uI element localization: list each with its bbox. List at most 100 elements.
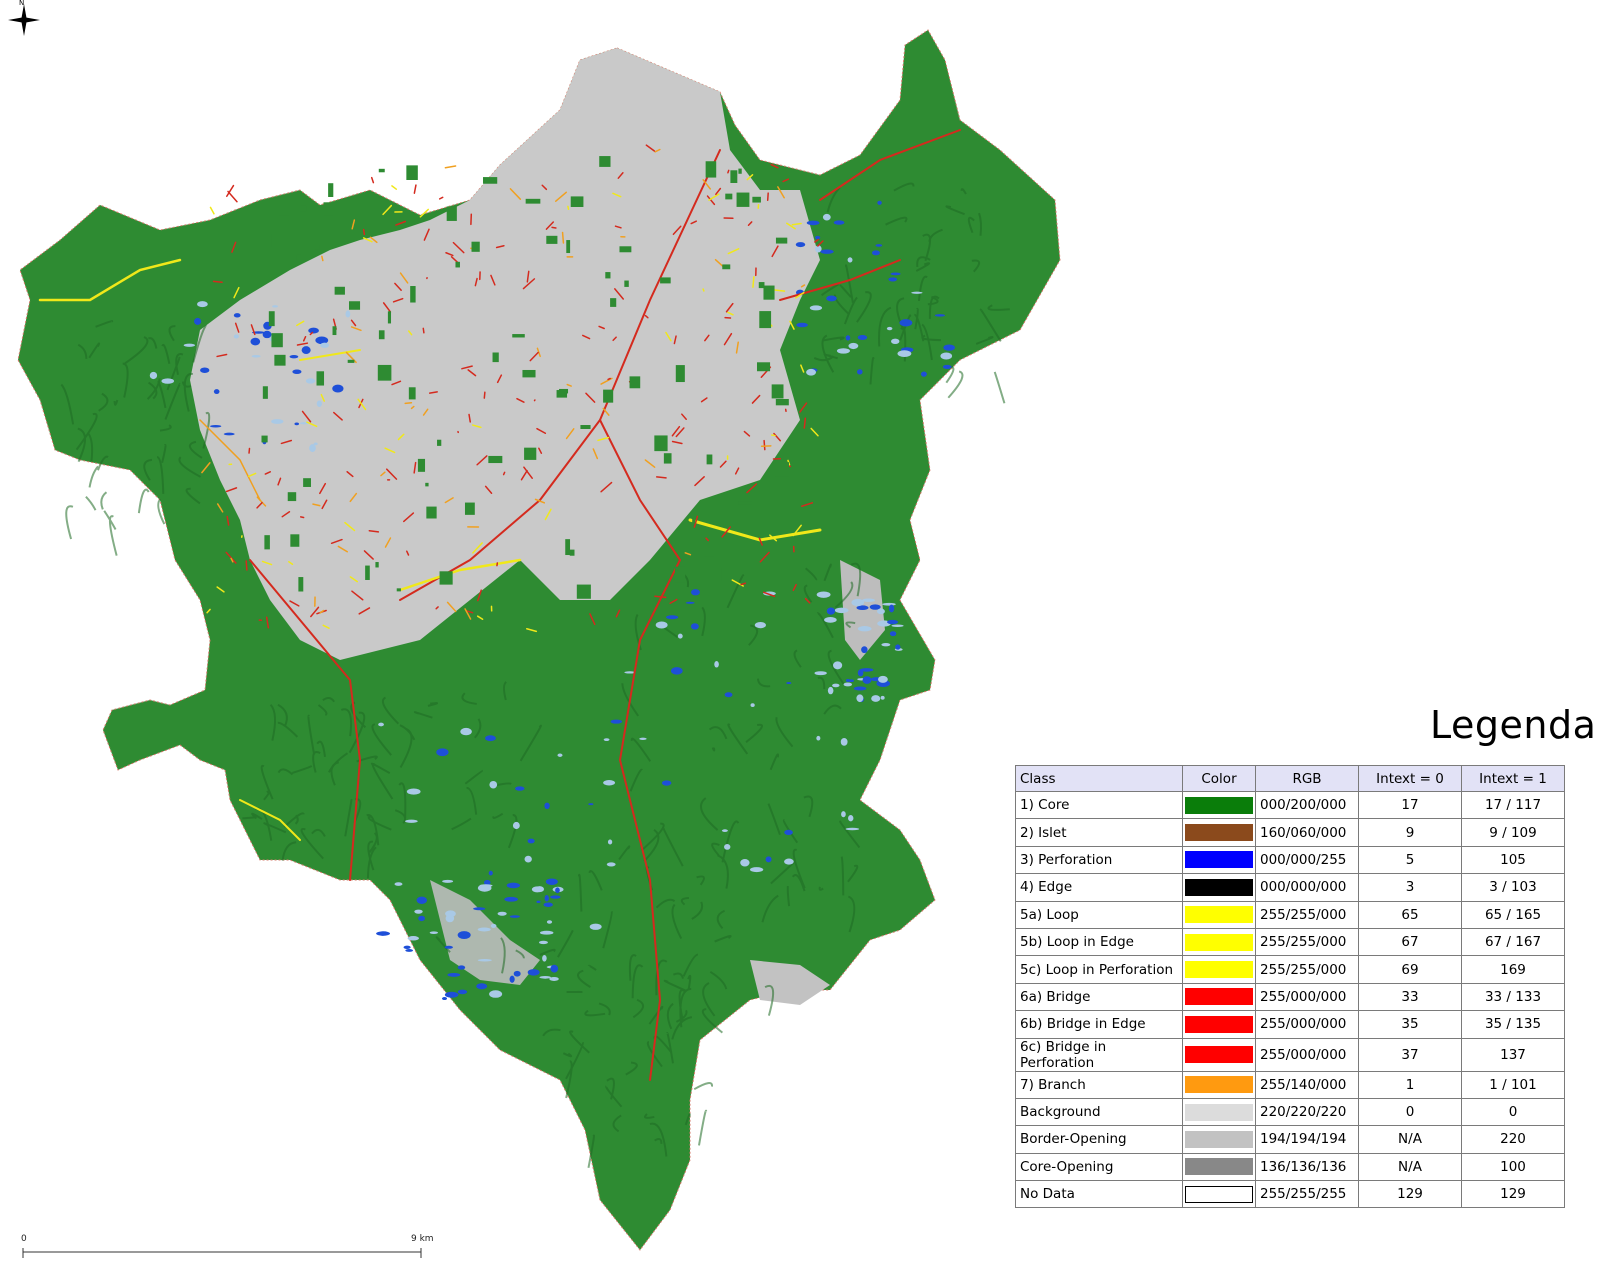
perforation-spot xyxy=(301,346,311,355)
fragment-line xyxy=(201,462,211,474)
fragment-line xyxy=(234,322,240,333)
relief-stroke xyxy=(684,1113,691,1126)
relief-stroke xyxy=(947,370,964,399)
relief-stroke xyxy=(148,381,158,400)
relief-stroke xyxy=(822,336,845,342)
perforation-spot xyxy=(795,242,806,248)
perforation-spot xyxy=(848,679,854,682)
fragment-line xyxy=(468,413,471,423)
fragment-line xyxy=(391,185,398,190)
fragment-line xyxy=(702,179,712,190)
fragment-line xyxy=(589,613,596,626)
relief-stroke xyxy=(698,1109,708,1146)
legend-intext1-cell: 17 / 117 xyxy=(1461,790,1565,820)
perforation-spot xyxy=(786,682,792,685)
legend-color-swatch xyxy=(1185,1103,1253,1121)
relief-stroke xyxy=(311,828,326,837)
fragment-line xyxy=(397,433,405,441)
relief-stroke xyxy=(503,681,507,701)
bridge-line xyxy=(399,149,721,601)
perforation-spot xyxy=(416,896,428,904)
fragment-line xyxy=(602,407,610,416)
fragment-line xyxy=(702,288,705,292)
legend-rgb-cell: 255/255/000 xyxy=(1255,955,1359,984)
relief-stroke xyxy=(618,845,631,861)
perforation-spot xyxy=(544,802,550,810)
fragment-line xyxy=(694,476,705,487)
islet-patch xyxy=(752,196,761,203)
relief-stroke xyxy=(108,515,118,556)
perforation-spot xyxy=(815,245,822,253)
perforation-spot xyxy=(233,334,239,339)
relief-stroke xyxy=(588,870,603,891)
legend-color-cell xyxy=(1182,927,1256,957)
perforation-spot xyxy=(549,976,559,981)
perforation-spot xyxy=(806,220,820,226)
fragment-line xyxy=(362,228,366,236)
islet-patch xyxy=(736,192,750,207)
legend-intext0-cell: 17 xyxy=(1358,790,1462,820)
perforation-spot xyxy=(477,927,491,932)
fragment-line xyxy=(654,148,661,153)
relief-stroke xyxy=(680,897,689,906)
relief-stroke xyxy=(767,803,781,836)
fragment-line xyxy=(277,477,282,486)
fragment-line xyxy=(230,557,234,563)
fragment-line xyxy=(422,408,429,416)
relief-stroke xyxy=(562,1052,573,1058)
islet-patch xyxy=(316,371,325,386)
fragment-line xyxy=(773,432,782,442)
fragment-line xyxy=(814,238,819,243)
fragment-line xyxy=(675,427,685,438)
fragment-line xyxy=(233,286,240,299)
fragment-line xyxy=(771,245,779,258)
legend-intext0-cell: 3 xyxy=(1358,873,1462,902)
relief-stroke xyxy=(979,308,1002,342)
fragment-line xyxy=(363,550,374,560)
perforation-spot xyxy=(509,975,515,983)
islet-patch xyxy=(556,390,568,398)
fragment-line xyxy=(302,335,307,342)
relief-stroke xyxy=(602,910,613,949)
perforation-spot xyxy=(610,719,623,724)
perforation-spot xyxy=(942,364,952,369)
fragment-line xyxy=(567,205,570,211)
legend-rgb-cell: 255/255/000 xyxy=(1255,927,1359,957)
relief-stroke xyxy=(75,412,98,451)
perforation-spot xyxy=(477,959,492,962)
perforation-spot xyxy=(862,676,872,684)
loop-line xyxy=(38,258,182,302)
perforation-spot xyxy=(888,604,895,613)
relief-stroke xyxy=(748,624,759,646)
legend-row: 7) Branch 255/140/000 1 1 / 101 xyxy=(1015,1070,1565,1099)
perforation-spot xyxy=(289,355,299,359)
fragment-line xyxy=(413,461,417,474)
perforation-spot xyxy=(843,682,853,687)
perforation-spot xyxy=(476,983,488,990)
relief-stroke xyxy=(88,465,99,488)
relief-stroke xyxy=(413,711,433,719)
islet-patch xyxy=(365,565,370,580)
legend-class-cell: Border-Opening xyxy=(1015,1125,1183,1154)
relief-stroke xyxy=(183,373,193,412)
perforation-spot xyxy=(875,244,883,247)
fragment-line xyxy=(723,332,733,346)
fragment-line xyxy=(212,280,223,283)
perforation-spot xyxy=(833,661,843,670)
fragment-line xyxy=(495,244,505,249)
relief-stroke xyxy=(292,765,313,774)
islet-patch xyxy=(408,387,416,400)
islet-patch xyxy=(446,206,457,221)
legend-class-cell: No Data xyxy=(1015,1180,1183,1209)
legend-intext1-cell: 129 xyxy=(1461,1180,1565,1209)
relief-stroke xyxy=(178,456,201,478)
legend-row: Background 220/220/220 0 0 xyxy=(1015,1097,1565,1127)
fragment-line xyxy=(319,609,325,614)
relief-stroke xyxy=(277,768,294,776)
loop-line xyxy=(239,799,301,841)
fragment-line xyxy=(544,508,552,521)
legend-row: 6b) Bridge in Edge 255/000/000 35 35 / 135 xyxy=(1015,1010,1565,1039)
perforation-spot xyxy=(607,839,613,845)
fragment-line xyxy=(296,342,309,346)
legend-intext0-cell: 33 xyxy=(1358,982,1462,1012)
